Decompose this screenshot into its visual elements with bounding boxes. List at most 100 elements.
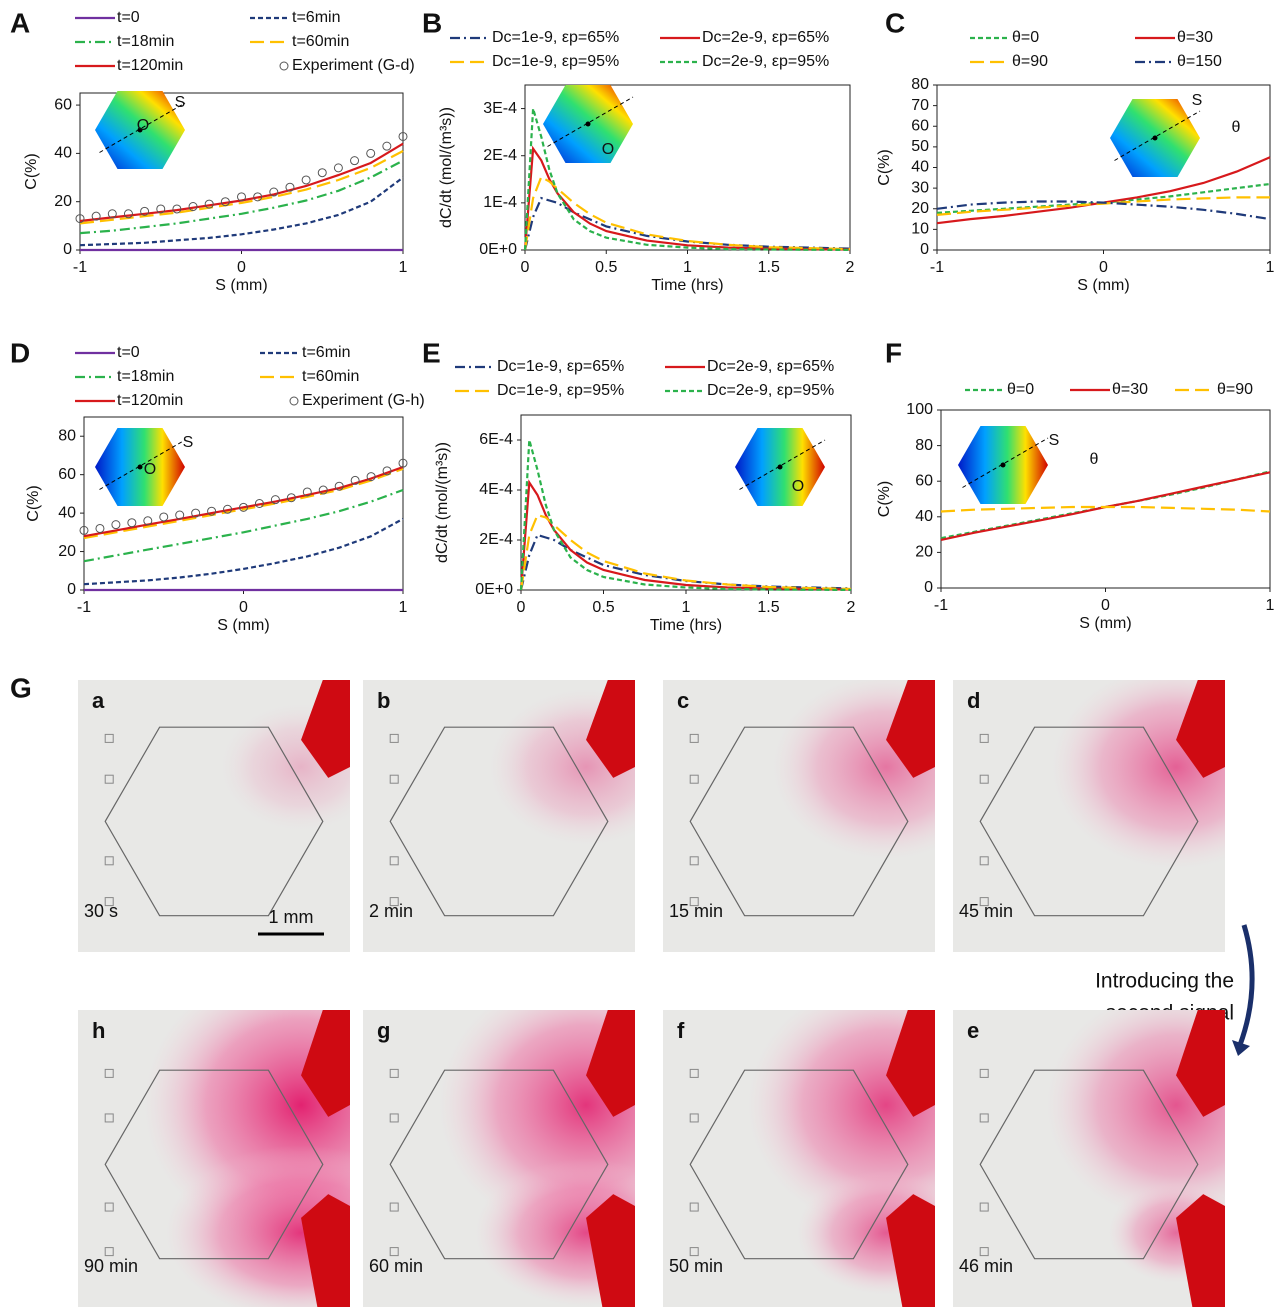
legend-label: Dc=2e-9, εp=95% — [707, 382, 834, 399]
y-tick-label: 80 — [58, 427, 76, 444]
data-point — [95, 523, 105, 533]
chamber — [389, 1069, 609, 1260]
data-point — [382, 466, 392, 476]
chamber — [104, 1069, 324, 1260]
legend-label: Experiment (G-d) — [292, 57, 415, 74]
photo: d 45 min — [953, 680, 1225, 952]
y-tick-label: 1E-4 — [483, 194, 517, 211]
data-point — [302, 487, 312, 497]
y-tick-label: 60 — [54, 96, 72, 113]
dye — [488, 688, 635, 846]
pillar — [979, 897, 989, 907]
data-point — [237, 192, 246, 202]
y-tick-label: 0 — [63, 241, 72, 258]
y-tick-label: 40 — [58, 504, 76, 521]
pillar — [389, 1113, 399, 1123]
panel-label: E — [422, 337, 441, 368]
pillar — [689, 1068, 699, 1078]
x-tick-label: 2 — [846, 259, 855, 276]
legend-label: Dc=1e-9, εp=65% — [492, 29, 619, 46]
data-point — [111, 520, 121, 530]
x-tick-label: 0 — [237, 259, 246, 276]
data-point — [79, 525, 89, 535]
legend-marker — [279, 61, 289, 71]
panel-label: B — [422, 7, 442, 38]
series-line — [83, 517, 404, 586]
inset-label: θ — [1090, 451, 1099, 468]
legend-label: t=6min — [292, 9, 340, 26]
frame-time: 2 min — [369, 901, 413, 921]
data-point — [382, 141, 392, 151]
y-tick-label: 10 — [911, 221, 929, 238]
y-tick-label: 20 — [58, 543, 76, 560]
frame-time: 60 min — [369, 1256, 423, 1276]
data-point — [127, 518, 137, 528]
y-axis-label: C(%) — [876, 481, 893, 517]
series-line — [79, 150, 404, 225]
x-axis-label: Time (hrs) — [651, 277, 723, 294]
plot-frame — [936, 84, 1271, 251]
pillar — [104, 1247, 114, 1257]
inset-label: S — [1192, 92, 1203, 109]
x-axis-label: Time (hrs) — [650, 617, 722, 634]
dye — [474, 1158, 635, 1307]
chamber — [979, 1069, 1199, 1260]
panel-label: D — [10, 337, 30, 368]
y-tick-label: 100 — [906, 401, 933, 418]
data-point — [366, 472, 376, 482]
x-tick-label: 0 — [521, 259, 530, 276]
photo: f 50 min — [663, 1010, 935, 1307]
x-tick-label: 2 — [847, 599, 856, 616]
pillar — [689, 1202, 699, 1212]
x-axis-label: S (mm) — [215, 277, 267, 294]
chamber — [389, 726, 609, 917]
data-point — [191, 508, 201, 518]
pillar — [979, 1202, 989, 1212]
data-point — [239, 502, 248, 512]
inset-label: O — [792, 478, 804, 495]
data-point — [254, 499, 264, 508]
pillar — [104, 774, 114, 784]
data-point — [350, 156, 360, 166]
data-point — [253, 192, 263, 202]
inset-origin — [585, 121, 591, 127]
frame-time: 46 min — [959, 1256, 1013, 1276]
data-point — [207, 506, 217, 516]
legend-label: θ=30 — [1177, 29, 1213, 46]
legend-label: θ=0 — [1012, 29, 1039, 46]
data-point — [143, 516, 153, 526]
data-point — [91, 211, 101, 221]
pillar — [389, 733, 399, 743]
legend-label: θ=90 — [1217, 381, 1253, 398]
frame-letter: g — [377, 1018, 390, 1043]
legend-label: θ=30 — [1112, 381, 1148, 398]
series-line — [523, 175, 851, 251]
y-tick-label: 60 — [915, 472, 933, 489]
pillar — [979, 1068, 989, 1078]
x-tick-label: -1 — [930, 259, 944, 276]
arrow-head — [1232, 1040, 1250, 1056]
y-tick-label: 40 — [915, 508, 933, 525]
inset-origin — [777, 464, 783, 470]
pillar — [689, 733, 699, 743]
reservoir — [586, 1194, 635, 1307]
legend-label: t=0 — [117, 344, 140, 361]
data-point — [223, 504, 233, 514]
series-line — [523, 145, 851, 251]
inset-origin — [1152, 135, 1158, 141]
x-tick-label: 1.5 — [758, 259, 780, 276]
series-line — [79, 176, 404, 247]
dye — [165, 1145, 350, 1307]
inset-axis — [1114, 110, 1201, 161]
legend-label: t=0 — [117, 9, 140, 26]
series-line — [83, 467, 404, 540]
panel-label: G — [10, 672, 32, 703]
frame-letter: a — [92, 688, 105, 713]
inset-axis — [962, 437, 1049, 488]
pillar — [979, 1113, 989, 1123]
pillar — [389, 1202, 399, 1212]
x-tick-label: 0 — [517, 599, 526, 616]
data-point — [366, 148, 376, 158]
pillar — [979, 856, 989, 866]
